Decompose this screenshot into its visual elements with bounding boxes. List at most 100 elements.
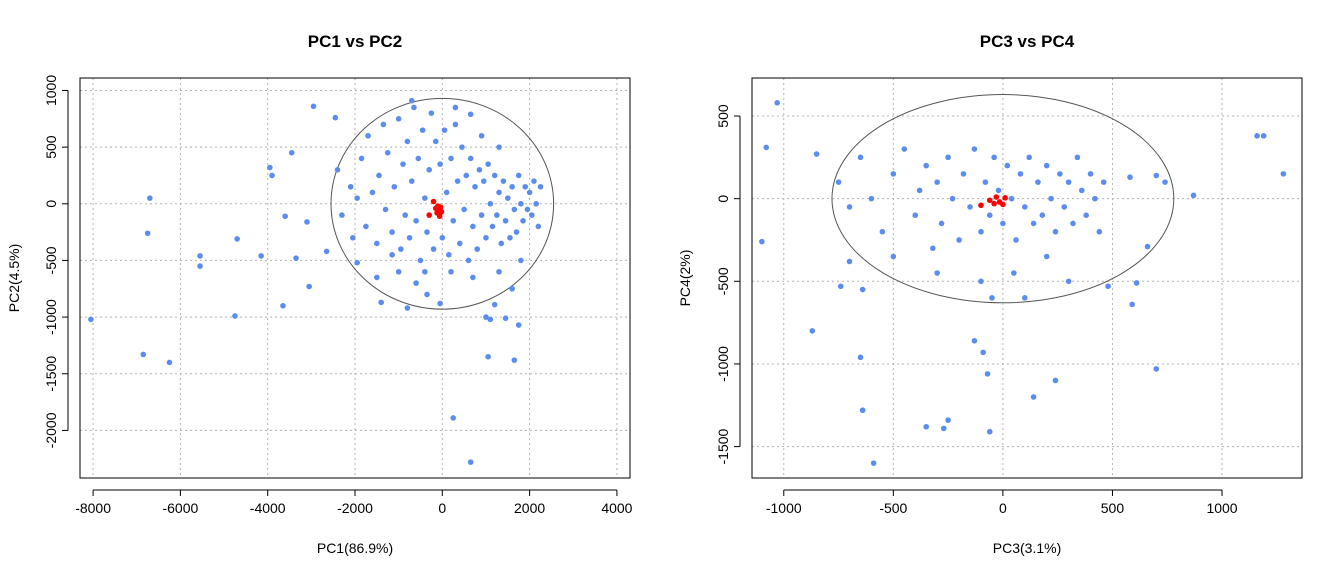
data-point — [498, 240, 505, 247]
data-point — [522, 183, 529, 190]
data-point — [491, 172, 498, 179]
highlight-point — [430, 198, 437, 205]
data-point — [1127, 174, 1133, 180]
data-point — [846, 204, 853, 210]
data-point — [901, 146, 908, 152]
data-point — [938, 220, 945, 227]
y-tick-label: -1000 — [43, 299, 59, 335]
data-point — [1092, 195, 1098, 202]
chart-title: PC1 vs PC2 — [308, 32, 403, 51]
data-point — [443, 189, 450, 196]
data-point — [1022, 204, 1028, 210]
data-point — [293, 255, 299, 261]
data-point — [450, 217, 457, 224]
data-point — [374, 240, 380, 247]
data-point — [437, 161, 443, 167]
data-point — [1087, 171, 1094, 177]
x-tick-label: -2000 — [337, 500, 373, 516]
data-point — [369, 189, 376, 196]
data-point — [971, 146, 978, 152]
data-point — [406, 234, 413, 241]
data-point — [487, 316, 494, 323]
data-point — [470, 274, 476, 281]
data-point — [454, 178, 461, 184]
data-point — [515, 172, 522, 179]
data-point — [267, 164, 273, 171]
data-point — [813, 151, 820, 157]
data-point — [400, 161, 406, 167]
axes: -8000 -6000 -4000 -2000 0 2000 4000 -2000 -1500 -… — [43, 75, 633, 516]
y-tick-label: 0 — [43, 200, 59, 208]
data-point — [358, 155, 365, 162]
data-point — [363, 223, 369, 230]
highlight-point — [438, 208, 445, 215]
data-point — [483, 314, 489, 320]
data-point — [511, 206, 518, 213]
data-point — [879, 228, 886, 235]
data-point — [520, 217, 526, 224]
data-point — [1100, 179, 1107, 185]
plot-frame — [79, 77, 631, 479]
data-point — [528, 212, 535, 218]
data-point — [439, 234, 446, 241]
y-tick-label: 0 — [715, 195, 731, 203]
x-tick-label: 0 — [999, 500, 1007, 516]
grid — [80, 78, 630, 478]
data-point — [408, 178, 415, 184]
x-tick-label: -6000 — [162, 500, 198, 516]
data-point — [389, 229, 395, 235]
data-point — [857, 354, 864, 361]
data-point — [483, 234, 489, 241]
data-point — [991, 154, 997, 161]
highlight-point — [986, 197, 993, 204]
data-point — [513, 229, 520, 235]
data-point — [422, 195, 428, 201]
data-point — [1011, 270, 1017, 276]
data-point — [537, 183, 544, 190]
y-tick-label: 500 — [43, 135, 59, 159]
data-point — [1013, 237, 1019, 243]
data-point — [524, 206, 531, 213]
data-point — [502, 315, 509, 322]
data-point — [986, 428, 993, 435]
highlight-point — [426, 212, 433, 218]
data-point — [446, 251, 452, 258]
data-point — [507, 234, 513, 241]
highlight-point — [437, 204, 444, 210]
x-tick-label: -8000 — [75, 500, 111, 516]
confidence-ellipse-layer — [831, 94, 1175, 304]
chart-title: PC3 vs PC4 — [980, 32, 1075, 51]
data-point — [1260, 133, 1267, 139]
data-point — [1190, 192, 1197, 199]
data-point — [989, 295, 995, 301]
y-tick-label: -2000 — [43, 412, 59, 448]
data-point — [1048, 195, 1054, 202]
data-point — [859, 286, 866, 293]
y-axis-label: PC4(2%) — [677, 250, 693, 307]
data-point — [323, 248, 330, 255]
x-tick-label: -500 — [879, 500, 907, 516]
data-point — [509, 285, 515, 292]
data-point — [467, 155, 474, 162]
data-point — [945, 154, 951, 161]
data-point — [432, 138, 439, 145]
y-axis-label: PC2(4.5%) — [6, 244, 22, 312]
data-point — [511, 357, 518, 363]
data-point — [489, 223, 496, 230]
points-layer — [759, 99, 1287, 466]
data-point — [1065, 179, 1072, 185]
data-point — [518, 200, 524, 207]
data-point — [1153, 172, 1160, 179]
data-point — [474, 246, 481, 252]
data-point — [376, 172, 382, 179]
data-point — [496, 189, 502, 196]
data-point — [485, 353, 491, 360]
data-point — [404, 138, 411, 145]
data-point — [232, 313, 238, 319]
data-point — [1043, 253, 1050, 260]
data-point — [424, 229, 430, 235]
data-point — [515, 322, 522, 328]
data-point — [339, 212, 345, 218]
data-point — [478, 132, 485, 139]
data-point — [759, 238, 765, 245]
